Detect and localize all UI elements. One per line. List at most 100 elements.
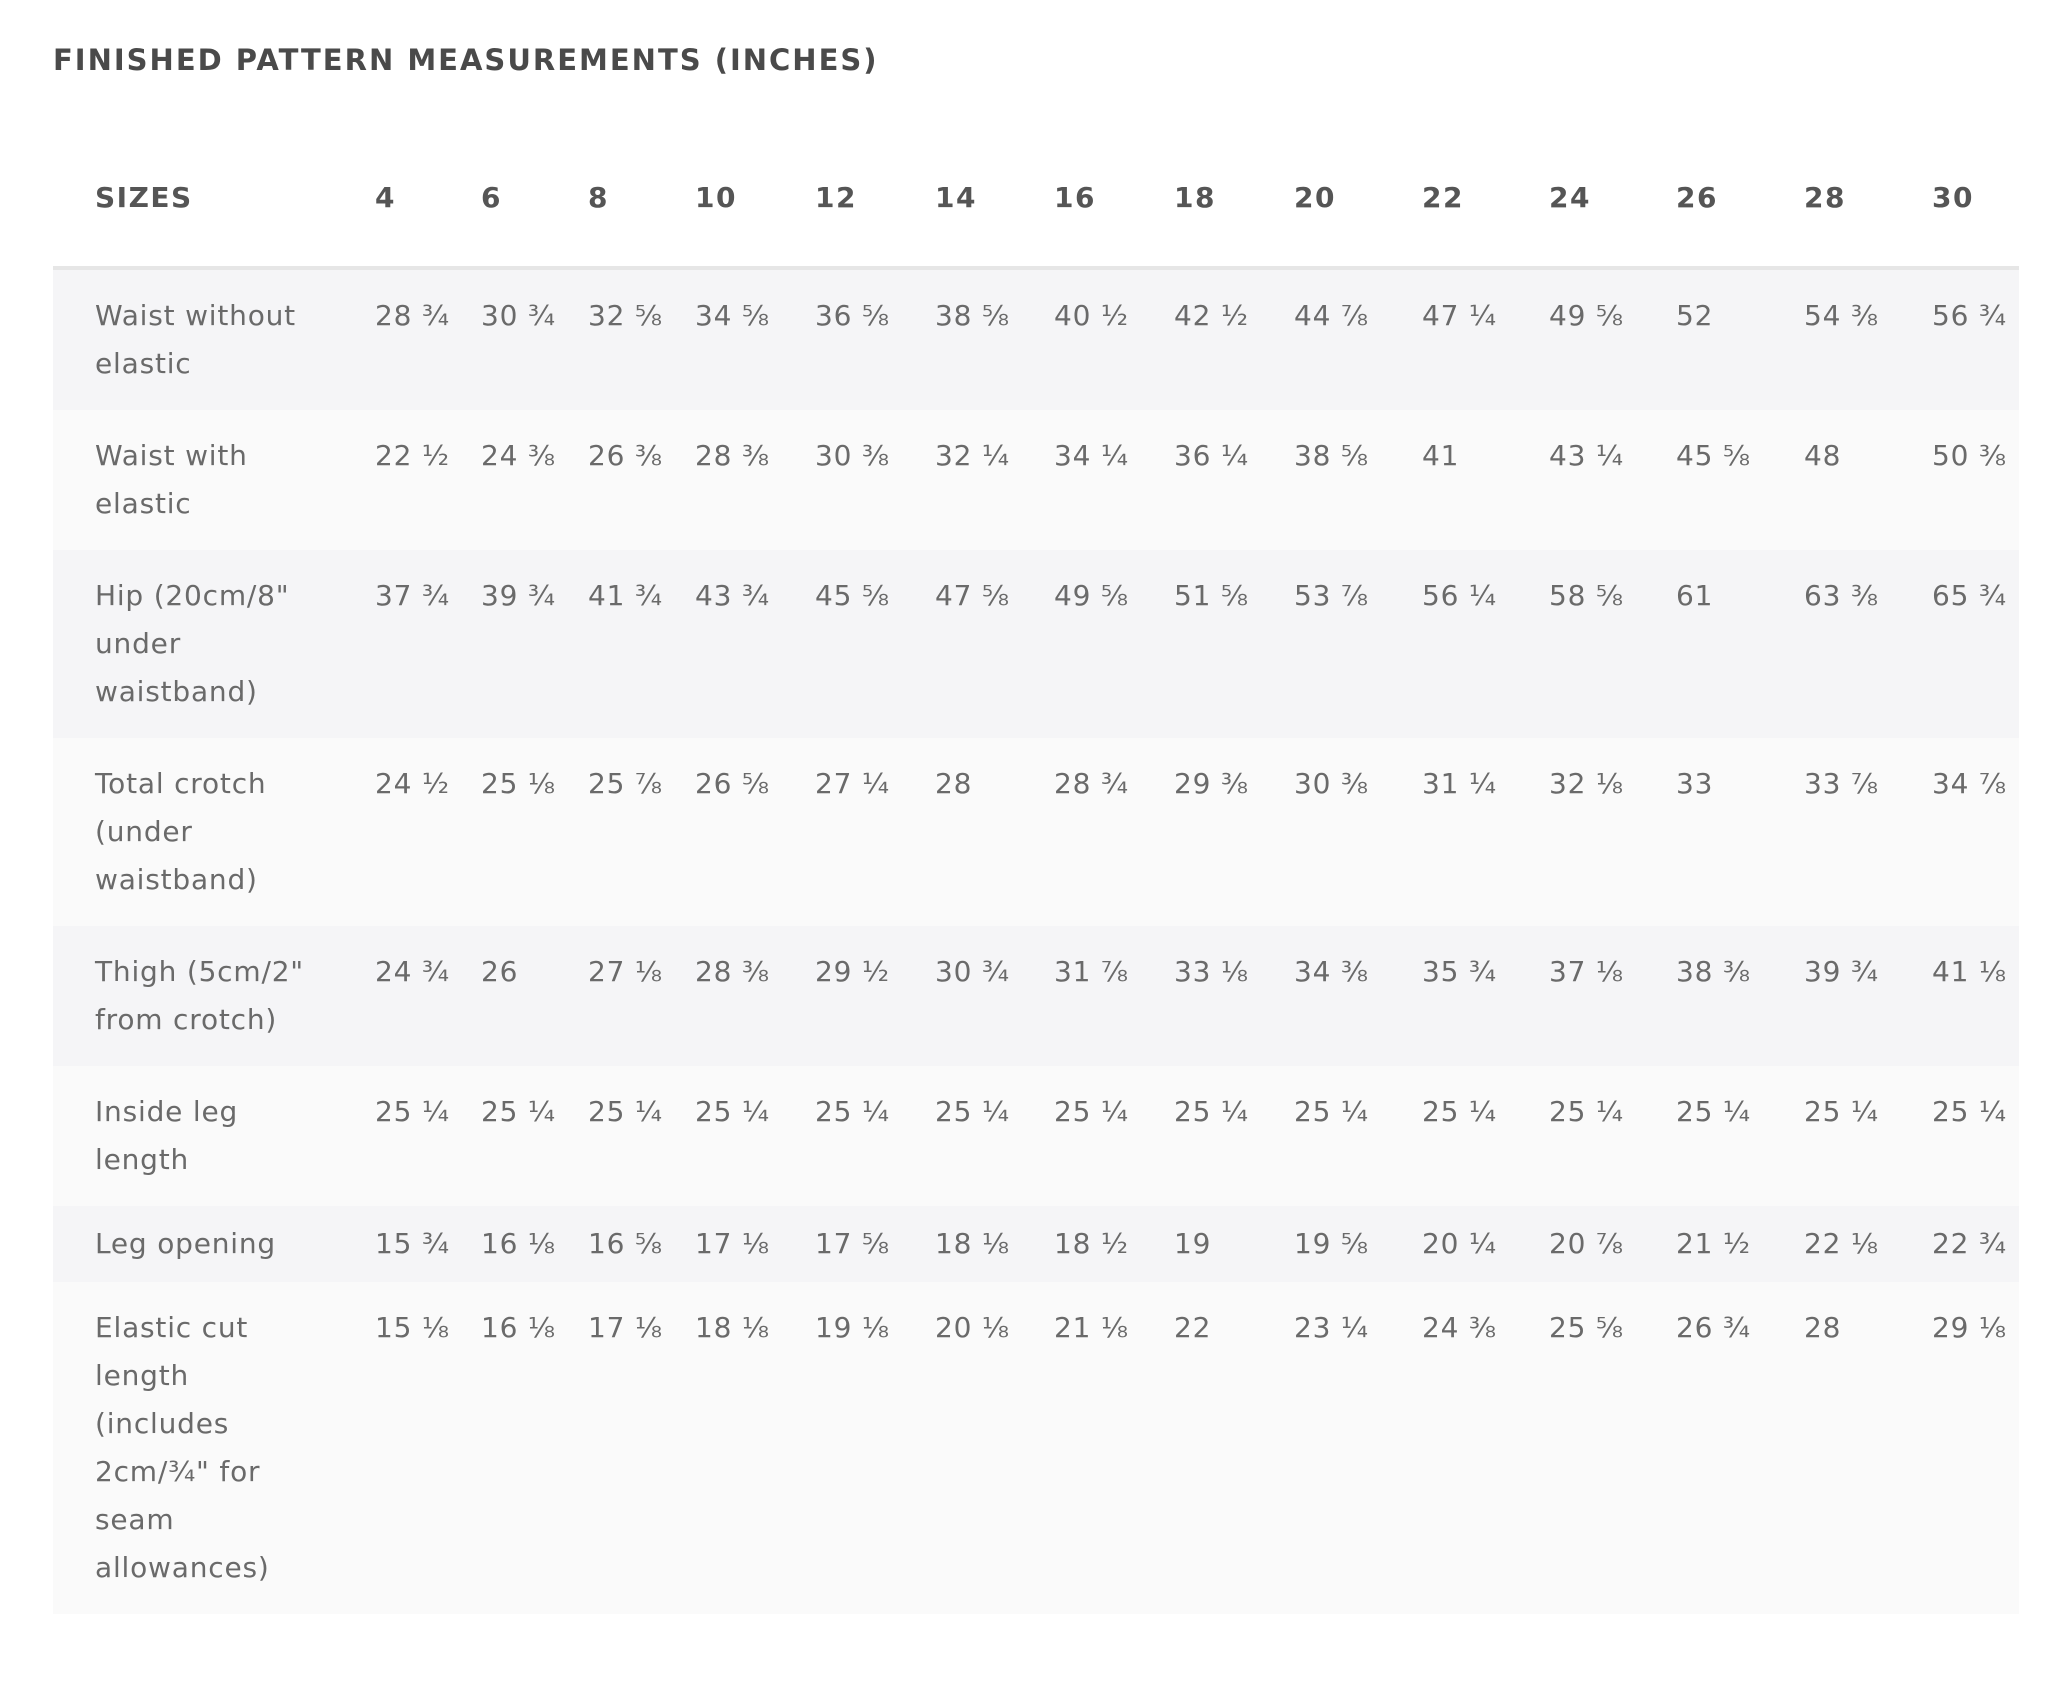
measurement-cell: 65 ¾ <box>1932 579 2007 612</box>
measurement-cell: 29 ⅜ <box>1174 767 1249 800</box>
measurement-cell: 24 ½ <box>375 767 450 800</box>
size-header: 4 <box>375 180 396 214</box>
size-header: 12 <box>815 180 857 214</box>
measurement-cell: 32 ⅝ <box>588 299 663 332</box>
measurement-cell: 48 <box>1804 439 1842 472</box>
measurement-cell: 18 ⅛ <box>695 1311 770 1344</box>
row-label: Leg opening <box>53 1206 375 1282</box>
measurement-cell: 47 ⅝ <box>935 579 1010 612</box>
sizes-header: SIZES <box>95 180 193 214</box>
measurement-cell: 25 ¼ <box>1804 1095 1879 1128</box>
size-header: 24 <box>1549 180 1591 214</box>
measurement-cell: 26 ¾ <box>1676 1311 1751 1344</box>
measurement-cell: 24 ⅜ <box>481 439 556 472</box>
measurement-cell: 25 ¼ <box>1422 1095 1497 1128</box>
measurement-cell: 28 ¾ <box>1054 767 1129 800</box>
row-label-line: Leg opening <box>95 1227 276 1260</box>
size-header: 10 <box>695 180 737 214</box>
measurement-cell: 31 ¼ <box>1422 767 1497 800</box>
size-header: 18 <box>1174 180 1216 214</box>
size-header: 6 <box>481 180 502 214</box>
table-row: Leg opening 15 ¾ 16 ⅛ 16 ⅝ 17 ⅛ 17 ⅝ 18 ⅛ 18 ½ 1… <box>53 1206 2019 1282</box>
measurement-cell: 18 ½ <box>1054 1227 1129 1260</box>
measurement-cell: 30 ¾ <box>935 955 1010 988</box>
measurement-cell: 17 ⅝ <box>815 1227 890 1260</box>
measurement-cell: 25 ¼ <box>815 1095 890 1128</box>
measurement-cell: 41 <box>1422 439 1460 472</box>
measurement-cell: 22 <box>1174 1311 1212 1344</box>
measurement-cell: 23 ¼ <box>1294 1311 1369 1344</box>
measurement-cell: 45 ⅝ <box>1676 439 1751 472</box>
table-row: Total crotch (under waistband) 24 ½ 25 ⅛ 25 ⅞… <box>53 738 2019 926</box>
measurement-cell: 20 ¼ <box>1422 1227 1497 1260</box>
measurement-cell: 17 ⅛ <box>695 1227 770 1260</box>
measurements-table: SIZES 4 6 8 10 12 14 16 18 20 22 24 26 28 30 Waist wi… <box>53 128 2019 1614</box>
measurement-cell: 32 ¼ <box>935 439 1010 472</box>
size-header: 16 <box>1054 180 1096 214</box>
measurement-cell: 30 ⅜ <box>1294 767 1369 800</box>
measurement-cell: 25 ¼ <box>1294 1095 1369 1128</box>
size-header: 30 <box>1932 180 1974 214</box>
table-row: Waist with elastic 22 ½ 24 ⅜ 26 ⅜ 28 ⅜ 30 ⅜ 32 … <box>53 410 2019 550</box>
measurements-page: FINISHED PATTERN MEASUREMENTS (INCHES) S… <box>53 38 2019 1614</box>
measurement-cell: 18 ⅛ <box>935 1227 1010 1260</box>
measurement-cell: 58 ⅝ <box>1549 579 1624 612</box>
row-label: Elastic cut length (includes 2cm/¾" for seam… <box>53 1282 375 1614</box>
measurement-cell: 28 ⅜ <box>695 955 770 988</box>
measurement-cell: 25 ¼ <box>1676 1095 1751 1128</box>
measurement-cell: 43 ¼ <box>1549 439 1624 472</box>
measurement-cell: 19 ⅛ <box>815 1311 890 1344</box>
measurement-cell: 15 ¾ <box>375 1227 450 1260</box>
size-header: 8 <box>588 180 609 214</box>
measurement-cell: 22 ¾ <box>1932 1227 2007 1260</box>
row-label-line: length <box>95 1143 190 1176</box>
measurement-cell: 34 ⅞ <box>1932 767 2007 800</box>
measurement-cell: 25 ¼ <box>1174 1095 1249 1128</box>
row-label-line: allowances) <box>95 1551 270 1584</box>
measurement-cell: 54 ⅜ <box>1804 299 1879 332</box>
size-header: 20 <box>1294 180 1336 214</box>
measurement-cell: 56 ¾ <box>1932 299 2007 332</box>
page-title: FINISHED PATTERN MEASUREMENTS (INCHES) <box>53 43 879 77</box>
row-label: Waist without elastic <box>53 268 375 410</box>
measurement-cell: 26 ⅝ <box>695 767 770 800</box>
measurement-cell: 16 ⅝ <box>588 1227 663 1260</box>
measurement-cell: 16 ⅛ <box>481 1311 556 1344</box>
row-label-line: waistband) <box>95 863 258 896</box>
measurement-cell: 52 <box>1676 299 1714 332</box>
measurement-cell: 20 ⅛ <box>935 1311 1010 1344</box>
table-row: Elastic cut length (includes 2cm/¾" for seam… <box>53 1282 2019 1614</box>
row-label: Hip (20cm/8" under waistband) <box>53 550 375 738</box>
table-row: Waist without elastic 28 ¾ 30 ¾ 32 ⅝ 34 ⅝ 36 ⅝… <box>53 268 2019 410</box>
measurement-cell: 56 ¼ <box>1422 579 1497 612</box>
measurement-cell: 25 ¼ <box>695 1095 770 1128</box>
measurement-cell: 15 ⅛ <box>375 1311 450 1344</box>
measurement-cell: 37 ¾ <box>375 579 450 612</box>
row-label-line: Thigh (5cm/2" <box>95 955 304 988</box>
measurement-cell: 36 ¼ <box>1174 439 1249 472</box>
row-label-line: under <box>95 627 182 660</box>
measurement-cell: 25 ¼ <box>935 1095 1010 1128</box>
measurement-cell: 43 ¾ <box>695 579 770 612</box>
measurement-cell: 45 ⅝ <box>815 579 890 612</box>
measurement-cell: 44 ⅞ <box>1294 299 1369 332</box>
measurement-cell: 25 ¼ <box>588 1095 663 1128</box>
measurement-cell: 40 ½ <box>1054 299 1129 332</box>
table-row: Inside leg length 25 ¼ 25 ¼ 25 ¼ 25 ¼ 25 ¼ 25 ¼… <box>53 1066 2019 1206</box>
measurement-cell: 63 ⅜ <box>1804 579 1879 612</box>
measurement-cell: 35 ¾ <box>1422 955 1497 988</box>
row-label-line: elastic <box>95 347 192 380</box>
measurement-cell: 24 ¾ <box>375 955 450 988</box>
size-header: 26 <box>1676 180 1718 214</box>
row-label-line: length <box>95 1359 190 1392</box>
measurement-cell: 27 ¼ <box>815 767 890 800</box>
measurement-cell: 30 ¾ <box>481 299 556 332</box>
row-label: Thigh (5cm/2" from crotch) <box>53 926 375 1066</box>
row-label-line: Waist without <box>95 299 296 332</box>
measurement-cell: 25 ¼ <box>1549 1095 1624 1128</box>
measurement-cell: 49 ⅝ <box>1054 579 1129 612</box>
measurement-cell: 25 ¼ <box>1932 1095 2007 1128</box>
table-row: Thigh (5cm/2" from crotch) 24 ¾ 26 27 ⅛ 28 ⅜ 2… <box>53 926 2019 1066</box>
measurement-cell: 38 ⅜ <box>1676 955 1751 988</box>
measurement-cell: 27 ⅛ <box>588 955 663 988</box>
